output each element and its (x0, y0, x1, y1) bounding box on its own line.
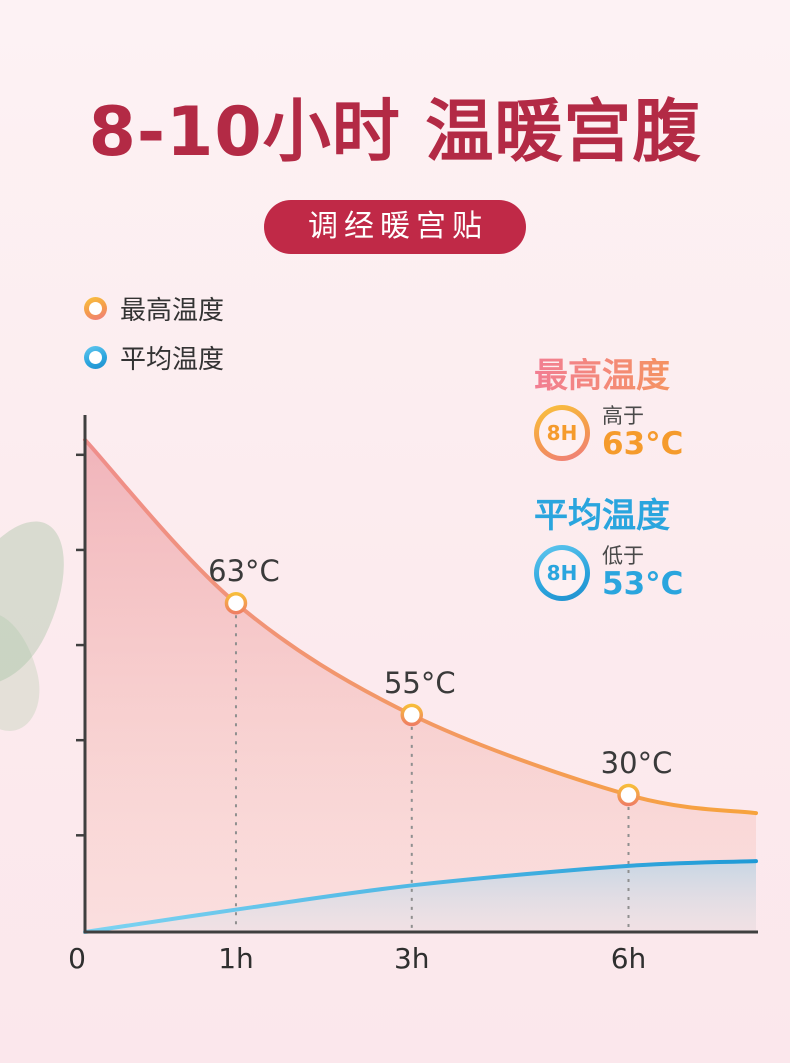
svg-text:6h: 6h (611, 942, 647, 975)
product-badge: 调经暖宫贴 (264, 200, 526, 254)
max-temp-ring-icon (84, 297, 107, 320)
svg-text:1h: 1h (218, 942, 254, 975)
temperature-info-panel: 最高温度 8H 高于 63°C 平均温度 8H 低于 53°C (534, 357, 774, 601)
8h-badge-max-label: 8H (546, 421, 578, 446)
avg-temp-qualifier: 低于 (602, 543, 644, 568)
chart-legend: 最高温度 平均温度 (84, 290, 224, 388)
8h-ring-badge-max: 8H (534, 405, 590, 462)
legend-label-max-temp: 最高温度 (120, 296, 225, 326)
max-temp-qualifier: 高于 (602, 404, 644, 429)
svg-text:55°C: 55°C (384, 666, 456, 700)
max-temp-row: 8H 高于 63°C (534, 405, 774, 462)
legend-item-max-temp: 最高温度 (84, 290, 224, 327)
svg-text:3h: 3h (394, 942, 430, 975)
avg-temp-ring-icon (84, 346, 107, 369)
max-temp-value: 63°C (602, 426, 684, 463)
page-title: 8-10小时 温暖宫腹 (88, 93, 702, 172)
avg-temp-value: 53°C (602, 565, 684, 602)
max-temp-texts: 高于 63°C (602, 405, 683, 461)
avg-temp-heading: 平均温度 (534, 495, 670, 536)
svg-text:63°C: 63°C (208, 554, 280, 588)
svg-text:0: 0 (68, 942, 86, 975)
max-temp-heading: 最高温度 (534, 357, 774, 395)
legend-item-avg-temp: 平均温度 (84, 339, 224, 376)
avg-temp-row: 8H 低于 53°C (534, 545, 774, 601)
8h-ring-badge-avg: 8H (534, 544, 590, 601)
legend-label-avg-temp: 平均温度 (120, 345, 225, 375)
avg-temp-texts: 低于 53°C (602, 545, 683, 601)
svg-text:30°C: 30°C (601, 746, 673, 780)
8h-badge-avg-label: 8H (546, 560, 578, 585)
